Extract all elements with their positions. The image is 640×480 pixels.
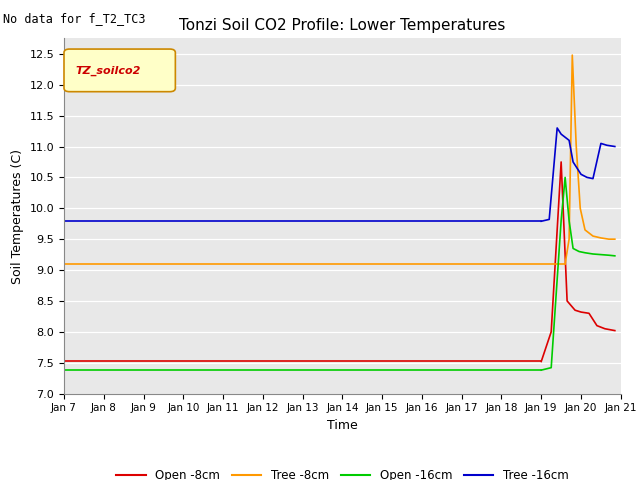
- Text: No data for f_T2_TC3: No data for f_T2_TC3: [3, 12, 146, 25]
- FancyBboxPatch shape: [64, 49, 175, 92]
- Y-axis label: Soil Temperatures (C): Soil Temperatures (C): [11, 148, 24, 284]
- Legend: Open -8cm, Tree -8cm, Open -16cm, Tree -16cm: Open -8cm, Tree -8cm, Open -16cm, Tree -…: [111, 465, 573, 480]
- X-axis label: Time: Time: [327, 419, 358, 432]
- Text: TZ_soilco2: TZ_soilco2: [75, 65, 141, 75]
- Title: Tonzi Soil CO2 Profile: Lower Temperatures: Tonzi Soil CO2 Profile: Lower Temperatur…: [179, 18, 506, 33]
